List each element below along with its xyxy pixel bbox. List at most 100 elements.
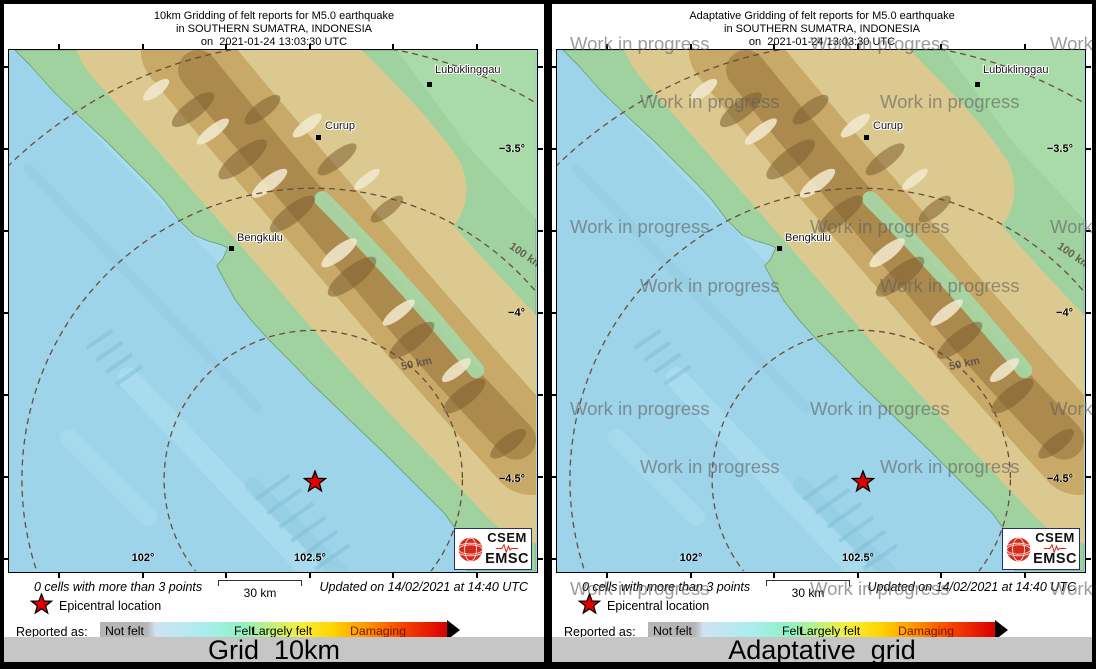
- distance-ring-label: 100 km: [1054, 240, 1086, 272]
- logo-csem-text: CSEM: [1035, 530, 1075, 545]
- latitude-label: −4.5°: [498, 473, 525, 485]
- panel-adaptative-grid: Adaptative Gridding of felt reports for …: [552, 4, 1092, 662]
- graticule-tick: [552, 558, 556, 560]
- graticule-tick: [1086, 476, 1091, 478]
- graticule-tick: [1086, 312, 1091, 314]
- longitude-label: 102°: [679, 552, 703, 564]
- colorbar-label-not-felt: Not felt: [105, 623, 144, 638]
- colorbar-arrow-icon: [995, 620, 1008, 640]
- map-frame: Lubuklinggau Curup Bengkulu −3.5° −4° −4.5° 10…: [552, 44, 1091, 578]
- panel-caption: Adaptative grid: [552, 637, 1092, 662]
- graticule-tick: [309, 573, 311, 578]
- graticule-tick: [538, 312, 543, 314]
- city-label: Bengkulu: [237, 232, 283, 244]
- intensity-colorbar: Not felt Felt Largely felt Damaging: [648, 620, 1008, 640]
- graticule-tick: [1024, 44, 1026, 49]
- scale-bar-label: 30 km: [791, 586, 825, 600]
- logo-emsc-text: EMSC: [1033, 551, 1077, 567]
- title-line-2: in SOUTHERN SUMATRA, INDONESIA: [176, 22, 372, 35]
- graticule-tick: [58, 44, 60, 49]
- graticule-tick: [4, 230, 8, 232]
- title-line-1: Adaptative Gridding of felt reports for …: [689, 10, 955, 22]
- city-marker: [316, 135, 321, 140]
- graticule-tick: [773, 573, 775, 578]
- graticule-tick: [4, 394, 8, 396]
- colorbar-arrow-icon: [447, 620, 460, 640]
- city-marker: [229, 246, 234, 251]
- graticule-tick: [1086, 558, 1091, 560]
- reported-as-label: Reported as:: [16, 625, 88, 639]
- city-marker: [777, 246, 782, 251]
- updated-note: Updated on 14/02/2021 at 14:40 UTC: [319, 580, 528, 594]
- graticule-tick: [940, 44, 942, 49]
- distance-ring-label: 50 km: [948, 354, 982, 374]
- graticule-tick: [538, 148, 543, 150]
- graticule-tick: [142, 44, 144, 49]
- city-label: Lubuklinggau: [983, 64, 1049, 76]
- graticule-tick: [225, 44, 227, 49]
- colorbar-label-damaging: Damaging: [350, 623, 407, 638]
- graticule-tick: [857, 44, 859, 49]
- graticule-tick: [538, 394, 543, 396]
- title-line-3: on 2021-01-24 13:03:30 UTC: [200, 35, 348, 48]
- graticule-tick: [690, 44, 692, 49]
- cells-note: 0 cells with more than 3 points: [582, 580, 751, 594]
- colorbar-label-felt: Felt: [234, 623, 255, 638]
- graticule-tick: [1086, 230, 1091, 232]
- epicenter-star-marker: [851, 470, 875, 494]
- latitude-label: −4.5°: [1046, 473, 1073, 485]
- scale-bar: [766, 580, 850, 586]
- scale-bar-label: 30 km: [243, 586, 277, 600]
- graticule-tick: [476, 44, 478, 49]
- graticule-tick: [606, 573, 608, 578]
- title-line-1: 10km Gridding of felt reports for M5.0 e…: [153, 10, 395, 22]
- csem-emsc-logo: CSEM EMSC: [1002, 528, 1080, 570]
- graticule-tick: [58, 573, 60, 578]
- graticule-tick: [392, 44, 394, 49]
- latitude-label: −4°: [508, 307, 525, 319]
- graticule-tick: [1086, 394, 1091, 396]
- city-label: Curup: [325, 120, 355, 132]
- epicenter-legend-label: Epicentral location: [607, 599, 710, 613]
- colorbar-label-not-felt: Not felt: [653, 623, 692, 638]
- city-label: Bengkulu: [785, 232, 831, 244]
- map-title: 10km Gridding of felt reports for M5.0 e…: [4, 10, 544, 48]
- epicenter-star-marker: [303, 470, 327, 494]
- epicenter-legend-star-icon: [30, 593, 53, 616]
- distance-ring-label: 100 km: [506, 240, 538, 272]
- longitude-label: 102.5°: [294, 552, 326, 564]
- distance-ring-label: 50 km: [400, 354, 434, 374]
- latitude-label: −4°: [1056, 307, 1073, 319]
- graticule-tick: [392, 573, 394, 578]
- graticule-tick: [773, 44, 775, 49]
- reported-as-label: Reported as:: [564, 625, 636, 639]
- logo-csem-text: CSEM: [487, 530, 527, 545]
- graticule-tick: [538, 558, 543, 560]
- city-label: Lubuklinggau: [435, 64, 501, 76]
- intensity-colorbar: Not felt Felt Largely felt Damaging: [100, 620, 460, 640]
- longitude-label: 102.5°: [842, 552, 874, 564]
- city-marker: [427, 82, 432, 87]
- colorbar-label-felt: Felt: [782, 623, 803, 638]
- map-title: Adaptative Gridding of felt reports for …: [552, 10, 1092, 48]
- graticule-tick: [1086, 148, 1091, 150]
- cells-note: 0 cells with more than 3 points: [34, 580, 203, 594]
- panel-grid-10km: 10km Gridding of felt reports for M5.0 e…: [4, 4, 544, 662]
- graticule-tick: [538, 230, 543, 232]
- map-canvas: Lubuklinggau Curup Bengkulu −3.5° −4° −4.5° 10…: [556, 49, 1086, 573]
- title-line-3: on 2021-01-24 13:03:30 UTC: [748, 35, 896, 48]
- map-overlay: Lubuklinggau Curup Bengkulu −3.5° −4° −4.5° 10…: [9, 50, 538, 571]
- graticule-tick: [538, 476, 543, 478]
- panel-caption: Grid 10km: [4, 637, 544, 662]
- graticule-tick: [309, 44, 311, 49]
- city-label: Curup: [873, 120, 903, 132]
- graticule-tick: [476, 573, 478, 578]
- graticule-tick: [857, 573, 859, 578]
- graticule-tick: [4, 312, 8, 314]
- graticule-tick: [4, 66, 8, 68]
- city-marker: [975, 82, 980, 87]
- title-line-2: in SOUTHERN SUMATRA, INDONESIA: [724, 22, 920, 35]
- logo-emsc-text: EMSC: [485, 551, 529, 567]
- graticule-tick: [225, 573, 227, 578]
- graticule-tick: [4, 476, 8, 478]
